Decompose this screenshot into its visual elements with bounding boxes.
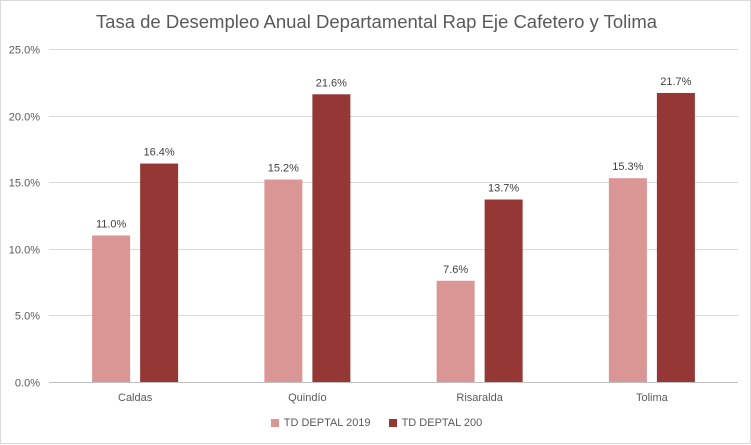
- y-tick-label: 5.0%: [15, 311, 40, 323]
- data-label: 11.0%: [96, 218, 127, 230]
- x-tick-label: Caldas: [118, 392, 153, 404]
- legend-item: TD DEPTAL 2019: [270, 417, 371, 429]
- legend-label: TD DEPTAL 2019: [283, 417, 371, 429]
- legend-label: TD DEPTAL 200: [401, 417, 483, 429]
- data-label: 13.7%: [488, 183, 519, 195]
- bar: [436, 280, 475, 382]
- bar: [264, 179, 303, 382]
- bar: [312, 94, 351, 383]
- bar: [92, 235, 131, 382]
- data-label: 15.3%: [612, 161, 643, 173]
- chart-legend: TD DEPTAL 2019 TD DEPTAL 200: [1, 417, 751, 429]
- data-label: 16.4%: [144, 147, 175, 159]
- y-tick-label: 25.0%: [9, 45, 40, 57]
- chart-title: Tasa de Desempleo Anual Departamental Ra…: [95, 11, 658, 32]
- x-tick-label: Tolima: [636, 392, 669, 404]
- x-tick-label: Quindío: [288, 392, 327, 404]
- bar: [484, 199, 523, 382]
- bar: [656, 92, 695, 383]
- data-label: 21.7%: [660, 76, 691, 88]
- legend-swatch: [388, 419, 397, 427]
- bar: [140, 163, 179, 382]
- legend-item: TD DEPTAL 200: [388, 417, 483, 429]
- legend-swatch: [270, 419, 279, 427]
- x-tick-label: Risaralda: [456, 392, 503, 404]
- y-tick-label: 0.0%: [15, 378, 40, 390]
- bar: [608, 178, 647, 382]
- y-tick-label: 15.0%: [9, 178, 40, 190]
- data-label: 15.2%: [268, 163, 299, 175]
- y-tick-label: 20.0%: [9, 112, 40, 124]
- y-tick-label: 10.0%: [9, 245, 40, 257]
- data-label: 7.6%: [443, 264, 468, 276]
- data-label: 21.6%: [316, 77, 347, 89]
